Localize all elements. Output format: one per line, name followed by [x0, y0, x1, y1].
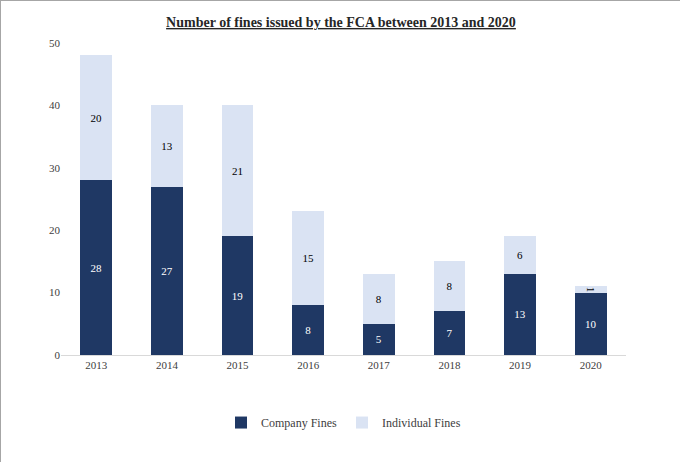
- svg-text:2020: 2020: [580, 359, 603, 371]
- svg-text:21: 21: [232, 165, 243, 177]
- svg-text:Individual Fines: Individual Fines: [382, 416, 461, 430]
- svg-text:1: 1: [585, 287, 597, 293]
- svg-text:Source: fca.org.uk (2020 fines: Source: fca.org.uk (2020 fines: https://…: [240, 460, 652, 462]
- svg-text:20: 20: [49, 224, 61, 236]
- svg-text:2015: 2015: [227, 359, 250, 371]
- svg-text:28: 28: [91, 262, 103, 274]
- svg-text:6: 6: [517, 249, 523, 261]
- svg-text:Number of fines issued by the: Number of fines issued by the FCA betwee…: [166, 15, 516, 30]
- svg-text:30: 30: [49, 162, 61, 174]
- svg-text:40: 40: [49, 99, 61, 111]
- svg-text:5: 5: [376, 333, 382, 345]
- svg-text:19: 19: [232, 290, 244, 302]
- svg-text:2016: 2016: [297, 359, 320, 371]
- svg-text:2017: 2017: [368, 359, 391, 371]
- svg-text:2019: 2019: [509, 359, 532, 371]
- svg-text:8: 8: [305, 324, 311, 336]
- svg-text:50: 50: [49, 37, 61, 49]
- svg-text:2014: 2014: [156, 359, 179, 371]
- svg-text:Company Fines: Company Fines: [261, 416, 337, 430]
- svg-text:8: 8: [376, 293, 382, 305]
- svg-text:13: 13: [514, 308, 526, 320]
- svg-text:27: 27: [161, 265, 173, 277]
- svg-text:8: 8: [446, 280, 452, 292]
- svg-text:13: 13: [161, 140, 173, 152]
- svg-text:10: 10: [49, 286, 61, 298]
- svg-text:2013: 2013: [85, 359, 108, 371]
- svg-text:10: 10: [585, 318, 597, 330]
- svg-text:2018: 2018: [438, 359, 461, 371]
- svg-text:0: 0: [55, 349, 61, 361]
- svg-text:7: 7: [446, 327, 452, 339]
- svg-text:20: 20: [91, 112, 103, 124]
- svg-text:15: 15: [302, 252, 314, 264]
